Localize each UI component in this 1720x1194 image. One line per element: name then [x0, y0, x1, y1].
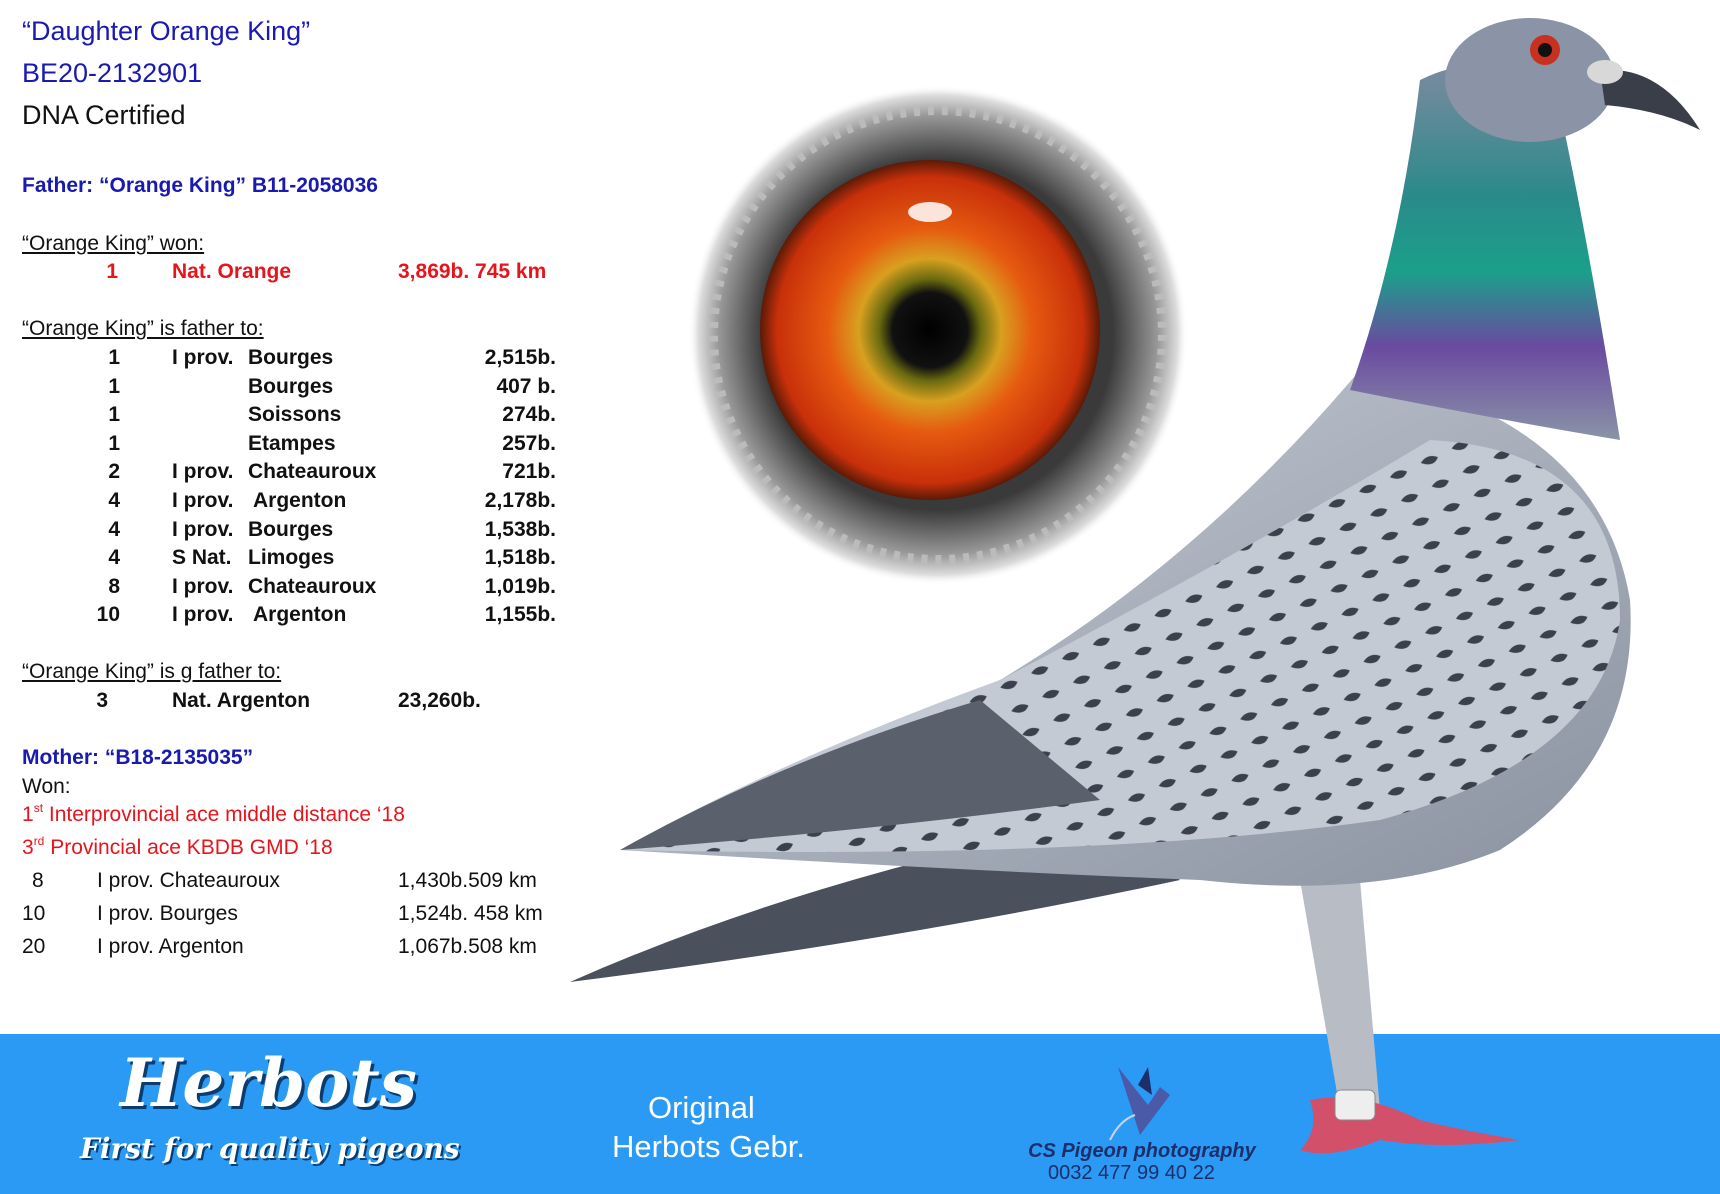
rank: 8	[32, 869, 44, 892]
rank: 1	[108, 403, 120, 427]
title-num: 1	[22, 803, 34, 826]
rank: 1	[108, 431, 120, 455]
birds: 274b.	[502, 403, 556, 427]
race: Nat. Argenton	[172, 689, 311, 712]
level: I prov.	[172, 574, 234, 598]
level: I prov.	[172, 460, 234, 484]
race: Bourges	[248, 374, 334, 398]
race: Argenton	[253, 603, 347, 627]
gfather-to-label: “Orange King” is g father to:	[22, 660, 282, 683]
dna-certified: DNA Certified	[22, 100, 186, 130]
herbots-gebr-label: Herbots Gebr.	[612, 1129, 805, 1164]
birds: 257b.	[502, 431, 556, 455]
race: Nat. Orange	[172, 260, 292, 283]
birds: 1,155b.	[484, 603, 556, 627]
race: Limoges	[248, 546, 335, 570]
rank: 10	[96, 603, 120, 627]
race: Etampes	[248, 431, 336, 455]
level: I prov.	[172, 346, 234, 369]
mother-title-2: 3rd Provincial ace KBDB GMD ‘18	[22, 834, 333, 859]
rank: 4	[108, 546, 120, 570]
level: S Nat.	[172, 546, 232, 570]
title-text: Interprovincial ace middle distance ‘18	[43, 803, 405, 826]
pigeon-title: “Daughter Orange King”	[22, 16, 311, 46]
pigeon-image	[570, 18, 1700, 1154]
race: Bourges	[248, 517, 334, 541]
herbots-logo: Herbots	[120, 1044, 417, 1122]
title-text: Provincial ace KBDB GMD ‘18	[44, 836, 333, 859]
result: 3,869b. 745 km	[398, 260, 547, 283]
level: I prov.	[172, 603, 234, 627]
rank: 1	[108, 346, 120, 369]
original-label: Original	[648, 1090, 755, 1125]
photographer-phone: 0032 477 99 40 22	[1048, 1162, 1215, 1184]
rank: 4	[108, 489, 120, 512]
title-sup: st	[33, 801, 44, 815]
mother-heading: Mother: “B18-2135035”	[22, 746, 254, 769]
race: I prov. Bourges	[97, 902, 238, 925]
rank: 1	[108, 374, 120, 398]
result: 1,067b.508 km	[398, 935, 537, 958]
birds: 1,518b.	[484, 546, 556, 570]
bird-logo-icon	[1109, 1067, 1170, 1141]
race: I prov. Argenton	[97, 935, 244, 958]
rank: 3	[96, 689, 108, 712]
result: 1,524b. 458 km	[398, 902, 543, 925]
father-heading: Father: “Orange King” B11-2058036	[22, 174, 378, 197]
rank: 20	[22, 935, 46, 958]
race: Argenton	[253, 489, 347, 512]
birds: 407 b.	[496, 374, 556, 398]
mother-won-label: Won:	[22, 775, 71, 798]
mother-title-1: 1st Interprovincial ace middle distance …	[22, 801, 405, 826]
father-to-label: “Orange King” is father to:	[22, 317, 264, 340]
rank: 8	[108, 574, 120, 598]
result: 1,430b.509 km	[398, 869, 537, 892]
level: I prov.	[172, 489, 234, 512]
race: I prov. Chateauroux	[97, 869, 280, 892]
title-num: 3	[22, 836, 34, 859]
ring-number: BE20-2132901	[22, 58, 203, 88]
race: Bourges	[248, 346, 334, 369]
race: Chateauroux	[248, 460, 377, 484]
birds: 721b.	[502, 460, 556, 484]
birds: 2,178b.	[484, 489, 556, 512]
rank: 1	[106, 260, 118, 283]
herbots-tagline: First for quality pigeons	[80, 1132, 460, 1165]
rank: 10	[22, 902, 46, 925]
footer-banner	[0, 1034, 1720, 1194]
title-sup: rd	[33, 834, 45, 848]
birds: 1,019b.	[484, 574, 556, 598]
eye-image	[688, 85, 1188, 585]
birds: 2,515b.	[484, 346, 556, 369]
rank: 2	[108, 460, 120, 484]
father-won-label: “Orange King” won:	[22, 232, 205, 255]
race: Chateauroux	[248, 574, 377, 598]
race: Soissons	[248, 403, 342, 427]
level: I prov.	[172, 517, 234, 541]
rank: 4	[108, 517, 120, 541]
birds: 1,538b.	[484, 517, 556, 541]
photographer-credit: CS Pigeon photography	[1028, 1140, 1256, 1162]
birds: 23,260b.	[398, 689, 481, 712]
